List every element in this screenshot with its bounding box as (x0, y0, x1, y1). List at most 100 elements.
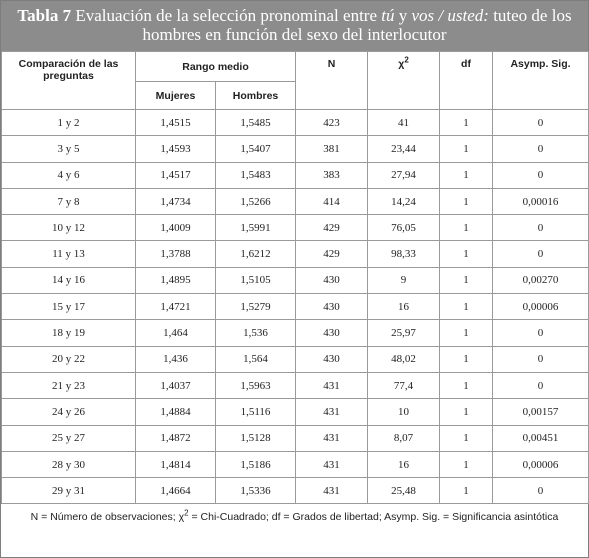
n-cell: 429 (295, 240, 369, 268)
n-cell: 431 (295, 398, 369, 426)
df-cell: 1 (439, 398, 494, 426)
table-row: 29 y 31 1,4664 1,5336 431 25,48 1 0 (1, 477, 589, 505)
men-cell: 1,5407 (214, 135, 297, 163)
asymp-sig-cell: 0,00006 (492, 450, 589, 479)
comparison-cell: 20 y 22 (1, 345, 136, 373)
men-cell: 1,5336 (214, 477, 297, 505)
asymp-sig-cell: 0 (492, 345, 589, 373)
men-cell: 1,5266 (214, 187, 297, 216)
header-asymp-sig: Asymp. Sig. (492, 51, 589, 110)
footnote-text-b: = Chi-Cuadrado; df = Grados de libertad;… (188, 511, 559, 524)
n-cell: 381 (295, 135, 369, 163)
men-cell: 1,5483 (214, 161, 297, 189)
df-cell: 1 (439, 293, 494, 321)
df-cell: 1 (439, 135, 494, 163)
df-cell: 1 (439, 240, 494, 268)
table-row: 11 y 13 1,3788 1,6212 429 98,33 1 0 (1, 240, 589, 268)
comparison-cell: 3 y 5 (1, 135, 136, 163)
table-row: 25 y 27 1,4872 1,5128 431 8,07 1 0,00451 (1, 424, 589, 452)
header-comparison: Comparación de las preguntas (1, 51, 136, 110)
table-row: 10 y 12 1,4009 1,5991 429 76,05 1 0 (1, 214, 589, 242)
chi-square-cell: 14,24 (367, 187, 441, 216)
chi-square-cell: 25,97 (367, 319, 441, 347)
asymp-sig-cell: 0 (492, 240, 589, 268)
comparison-cell: 1 y 2 (1, 108, 136, 137)
chi-square-cell: 10 (367, 398, 441, 426)
table-row: 14 y 16 1,4895 1,5105 430 9 1 0,00270 (1, 266, 589, 295)
table-row: 15 y 17 1,4721 1,5279 430 16 1 0,00006 (1, 293, 589, 321)
header-women: Mujeres (135, 81, 216, 110)
chi-square-cell: 27,94 (367, 161, 441, 189)
table-row: 7 y 8 1,4734 1,5266 414 14,24 1 0,00016 (1, 187, 589, 216)
asymp-sig-cell: 0,00006 (492, 293, 589, 321)
n-cell: 383 (295, 161, 369, 189)
women-cell: 1,4515 (135, 108, 216, 137)
women-cell: 1,464 (135, 319, 216, 347)
women-cell: 1,4814 (135, 450, 216, 479)
df-cell: 1 (439, 371, 494, 400)
df-cell: 1 (439, 424, 494, 452)
footnote-text-a: N = Número de observaciones; χ (30, 511, 185, 524)
df-cell: 1 (439, 161, 494, 189)
df-cell: 1 (439, 108, 494, 137)
table-row: 18 y 19 1,464 1,536 430 25,97 1 0 (1, 319, 589, 347)
df-cell: 1 (439, 266, 494, 295)
n-cell: 430 (295, 293, 369, 321)
n-cell: 430 (295, 266, 369, 295)
men-cell: 1,5105 (214, 266, 297, 295)
footnote-exponent: 2 (184, 508, 189, 518)
chi-square-cell: 23,44 (367, 135, 441, 163)
comparison-cell: 21 y 23 (1, 371, 136, 400)
header-rank: Rango medio (134, 51, 297, 82)
n-cell: 414 (295, 187, 369, 216)
caption-term-2: vos / usted: (411, 6, 489, 25)
asymp-sig-cell: 0 (492, 161, 589, 189)
women-cell: 1,4872 (135, 424, 216, 452)
table-footnote: N = Número de observaciones; χ2 = Chi-Cu… (1, 504, 588, 524)
women-cell: 1,4884 (135, 398, 216, 426)
comparison-cell: 15 y 17 (1, 293, 136, 321)
header-df: df (439, 51, 494, 110)
chi-square-cell: 16 (367, 293, 441, 321)
n-cell: 431 (295, 477, 369, 505)
caption-term-1: tú (381, 6, 395, 25)
men-cell: 1,5186 (214, 450, 297, 479)
men-cell: 1,6212 (214, 240, 297, 268)
header-chi-square: χ2 (367, 51, 441, 110)
comparison-cell: 28 y 30 (1, 450, 136, 479)
men-cell: 1,5279 (214, 293, 297, 321)
asymp-sig-cell: 0,00451 (492, 424, 589, 452)
table-row: 3 y 5 1,4593 1,5407 381 23,44 1 0 (1, 135, 589, 163)
men-cell: 1,564 (214, 345, 297, 373)
comparison-cell: 10 y 12 (1, 214, 136, 242)
n-cell: 430 (295, 345, 369, 373)
women-cell: 1,4037 (135, 371, 216, 400)
asymp-sig-cell: 0,00157 (492, 398, 589, 426)
table-row: 4 y 6 1,4517 1,5483 383 27,94 1 0 (1, 161, 589, 189)
table-body: 1 y 2 1,4515 1,5485 423 41 1 0 3 y 5 1,4593 1,540… (1, 108, 589, 505)
n-cell: 423 (295, 108, 369, 137)
n-cell: 430 (295, 319, 369, 347)
asymp-sig-cell: 0,00016 (492, 187, 589, 216)
header-n: N (295, 51, 369, 110)
comparison-cell: 11 y 13 (1, 240, 136, 268)
header-men: Hombres (214, 81, 297, 110)
men-cell: 1,5963 (214, 371, 297, 400)
df-cell: 1 (439, 345, 494, 373)
chi-square-cell: 48,02 (367, 345, 441, 373)
df-cell: 1 (439, 319, 494, 347)
table-row: 20 y 22 1,436 1,564 430 48,02 1 0 (1, 345, 589, 373)
men-cell: 1,5128 (214, 424, 297, 452)
chi-square-cell: 9 (367, 266, 441, 295)
n-cell: 431 (295, 450, 369, 479)
chi-square-cell: 41 (367, 108, 441, 137)
n-cell: 431 (295, 371, 369, 400)
women-cell: 1,4009 (135, 214, 216, 242)
n-cell: 431 (295, 424, 369, 452)
men-cell: 1,5991 (214, 214, 297, 242)
men-cell: 1,5116 (214, 398, 297, 426)
chi-symbol: χ (398, 58, 405, 70)
women-cell: 1,4517 (135, 161, 216, 189)
chi-square-cell: 98,33 (367, 240, 441, 268)
